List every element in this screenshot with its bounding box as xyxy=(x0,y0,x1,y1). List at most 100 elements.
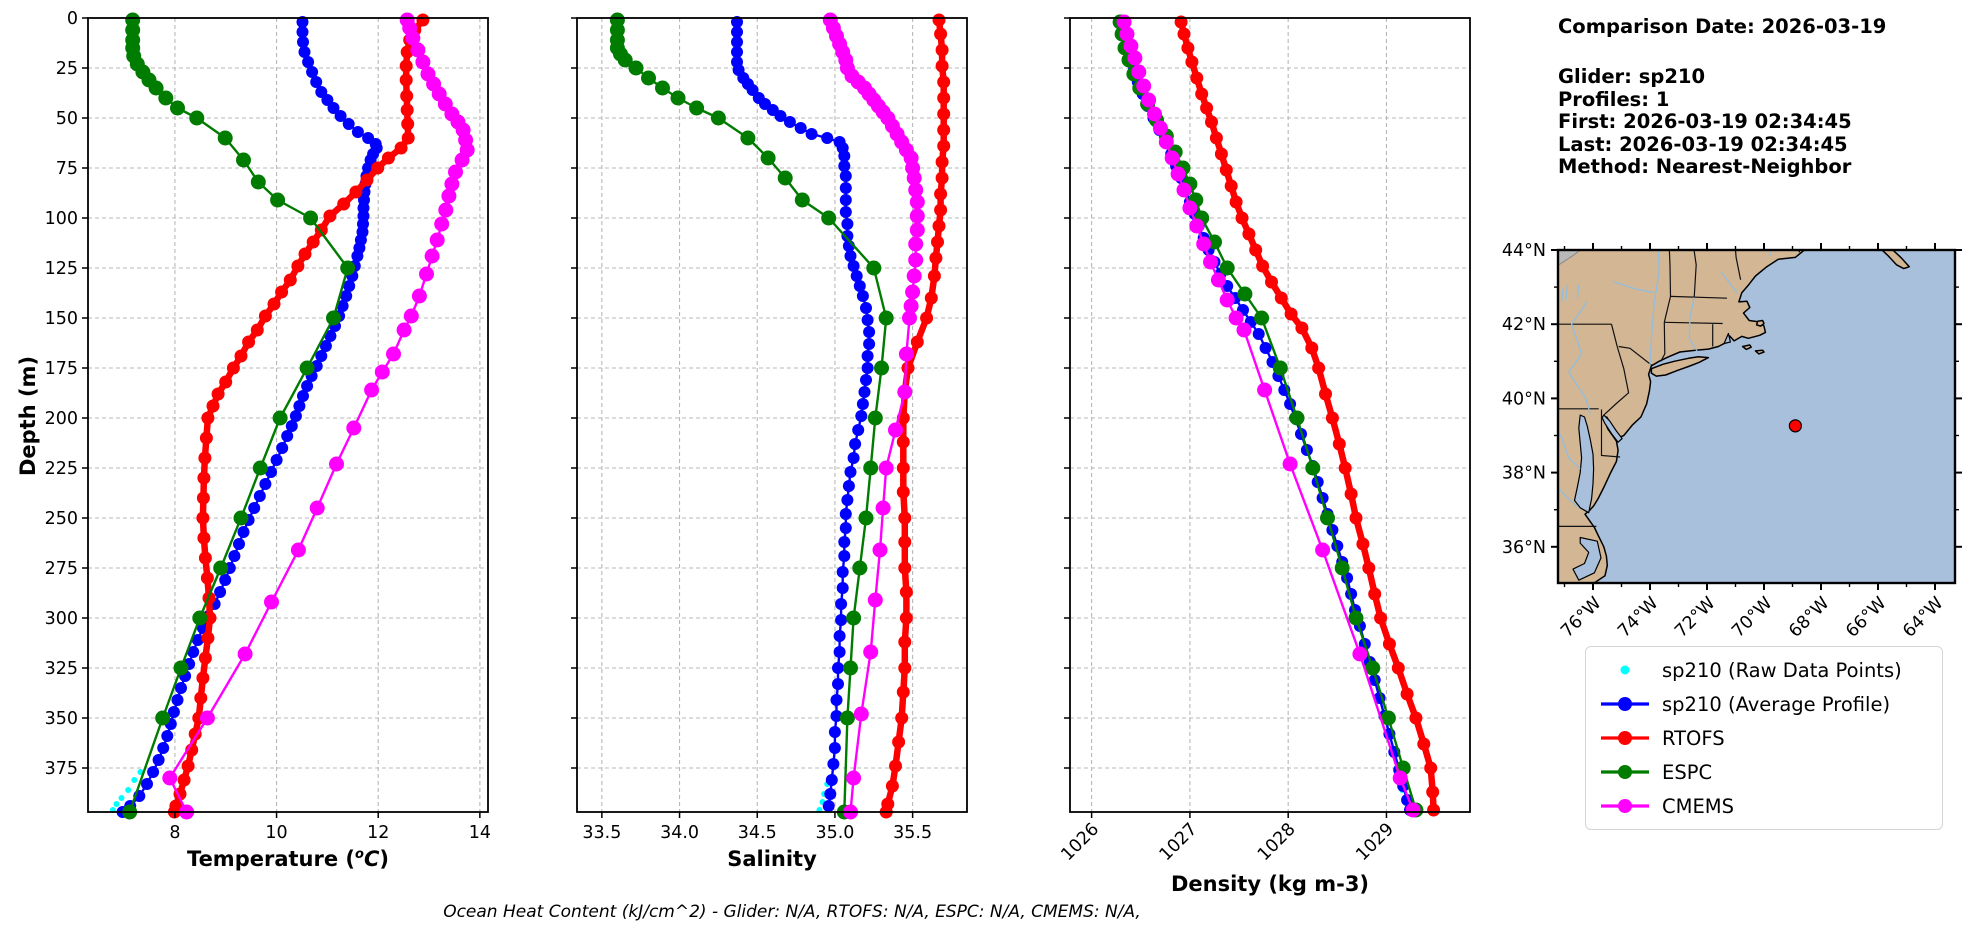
profile-series-sp210-average-profile- xyxy=(731,16,876,812)
map-lon-tick-label: 70°W xyxy=(1728,593,1776,641)
x-tick-label: 34.5 xyxy=(738,823,777,843)
legend-label-espc: ESPC xyxy=(1662,760,1713,784)
map-river xyxy=(1688,297,1698,352)
map-lon-tick-label: 74°W xyxy=(1614,593,1662,641)
grid xyxy=(1070,17,1470,812)
map-bay xyxy=(1601,414,1623,443)
grid xyxy=(88,17,488,812)
x-tick-label: 35.0 xyxy=(815,823,854,843)
x-tick-label: 14 xyxy=(469,823,491,843)
legend-row-cmems: CMEMS xyxy=(1596,789,1932,823)
map-river xyxy=(1565,285,1568,301)
map-river xyxy=(1612,280,1655,294)
map-lat-tick-label: 40°N xyxy=(1502,389,1546,409)
temperature-axis-label-prefix: Temperature ( xyxy=(187,847,355,871)
comparison-info-panel: Comparison Date: 2026-03-19 Glider: sp21… xyxy=(1558,15,1887,178)
map-state-border xyxy=(1734,250,1742,280)
map-state-border xyxy=(1668,250,1672,297)
x-tick-label: 1029 xyxy=(1352,819,1398,865)
raw-data-marker-icon xyxy=(1620,665,1630,675)
map-river xyxy=(1567,301,1591,415)
x-tick-label: 8 xyxy=(169,823,180,843)
comparison-date-text: Comparison Date: 2026-03-19 xyxy=(1558,15,1887,38)
map-land xyxy=(1650,356,1710,377)
map-bay xyxy=(1572,536,1602,581)
map-land xyxy=(1558,250,1806,583)
cmems-marker-icon xyxy=(1601,799,1649,813)
salinity-chart: 33.5 34.0 34.5 35.0 35.5 xyxy=(571,12,968,843)
x-tick-label: 12 xyxy=(367,823,389,843)
depth-tick-label: 275 xyxy=(45,559,78,579)
depth-tick-label: 0 xyxy=(67,9,78,29)
map-river xyxy=(1558,486,1580,509)
last-profile-time-text: Last: 2026-03-19 02:34:45 xyxy=(1558,132,1848,156)
depth-tick-label: 225 xyxy=(45,459,78,479)
map-bay xyxy=(1723,332,1731,345)
x-tick-label: 34.0 xyxy=(660,823,699,843)
map-land xyxy=(1853,238,1862,245)
x-tick-label: 1026 xyxy=(1058,819,1104,865)
x-tick-label: 35.5 xyxy=(893,823,932,843)
ocean-heat-content-footnote: Ocean Heat Content (kJ/cm^2) - Glider: N… xyxy=(443,902,1141,922)
map-lat-tick-label: 36°N xyxy=(1502,538,1546,558)
map-state-border xyxy=(1660,322,1666,362)
map-lon-tick-label: 64°W xyxy=(1899,593,1947,641)
profile-series-cmems xyxy=(1116,14,1421,818)
map-river xyxy=(1576,285,1580,299)
depth-tick-label: 200 xyxy=(45,409,78,429)
map-state-border xyxy=(1663,296,1672,323)
salinity-axis-label: Salinity xyxy=(727,847,817,871)
map-river xyxy=(1558,429,1581,470)
x-tick-label: 33.5 xyxy=(582,823,621,843)
depth-axis-label: Depth (m) xyxy=(16,355,40,477)
depth-tick-label: 100 xyxy=(45,209,78,229)
x-tick-label: 1027 xyxy=(1156,819,1202,865)
profile-series-rtofs xyxy=(1174,15,1441,817)
legend-row-espc: ESPC xyxy=(1596,755,1932,789)
legend-label-cmems: CMEMS xyxy=(1662,794,1734,818)
legend-label-average: sp210 (Average Profile) xyxy=(1662,692,1891,716)
map-land xyxy=(1741,344,1752,351)
map-state-border xyxy=(1600,409,1621,458)
map-bay xyxy=(1573,414,1595,514)
map-lat-tick-label: 38°N xyxy=(1502,464,1546,484)
depth-tick-label: 325 xyxy=(45,659,78,679)
legend-label-rtofs: RTOFS xyxy=(1662,726,1725,750)
map-lon-tick-label: 68°W xyxy=(1785,593,1833,641)
profile-series-cmems xyxy=(822,12,925,820)
map-ticks xyxy=(1551,243,1962,590)
density-axis-label: Density (kg m-3) xyxy=(1170,872,1370,896)
legend-row-raw: sp210 (Raw Data Points) xyxy=(1596,653,1932,687)
map-state-border xyxy=(1670,295,1728,299)
map-state-border xyxy=(1664,321,1723,325)
map-river xyxy=(1561,288,1564,302)
map-river xyxy=(1649,250,1660,366)
profile-series-cmems xyxy=(162,12,475,820)
legend-row-average: sp210 (Average Profile) xyxy=(1596,687,1932,721)
glider-name-text: Glider: sp210 xyxy=(1558,65,1706,89)
map-lon-tick-label: 72°W xyxy=(1671,593,1719,641)
map-state-border xyxy=(1693,250,1697,298)
profile-series-espc xyxy=(609,12,894,820)
location-map: 44°N 42°N 40°N 38°N 36°N 76°W 74°W 72°W 70°W 68°W… xyxy=(1502,238,1962,642)
depth-tick-label: 150 xyxy=(45,309,78,329)
temperature-axis-label: Temperature (oC) xyxy=(88,847,488,871)
profile-series-sp210-average-profile- xyxy=(116,16,383,818)
depth-tick-label: 375 xyxy=(45,759,78,779)
temperature-axis-label-suffix: ) xyxy=(379,847,389,871)
legend-label-raw: sp210 (Raw Data Points) xyxy=(1662,658,1902,682)
density-chart: 1026 1027 1028 1029 xyxy=(1058,14,1471,865)
depth-tick-label: 75 xyxy=(56,159,78,179)
map-lon-tick-label: 76°W xyxy=(1557,593,1605,641)
profile-series-espc xyxy=(122,12,356,820)
x-tick-label: 1028 xyxy=(1254,819,1300,865)
axis-ticks: 33.5 34.0 34.5 35.0 35.5 xyxy=(571,17,932,843)
map-state-border xyxy=(1603,324,1630,416)
axis-ticks: 1026 1027 1028 1029 xyxy=(1058,17,1398,865)
depth-tick-label: 350 xyxy=(45,709,78,729)
rtofs-marker-icon xyxy=(1601,731,1649,745)
depth-tick-label: 50 xyxy=(56,109,78,129)
map-river xyxy=(1720,271,1738,294)
legend-row-rtofs: RTOFS xyxy=(1596,721,1932,755)
